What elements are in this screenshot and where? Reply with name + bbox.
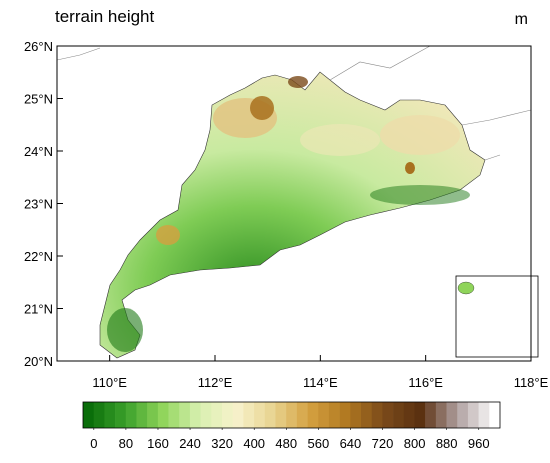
colorbar-box — [115, 402, 127, 428]
x-tick-label: 110°E — [92, 375, 127, 390]
lowland — [107, 308, 143, 352]
colorbar-box — [136, 402, 148, 428]
colorbar-box — [446, 402, 458, 428]
colorbar-box — [307, 402, 319, 428]
colorbar-box — [83, 402, 94, 428]
colorbar-label: 480 — [275, 436, 297, 451]
highland — [288, 76, 308, 88]
lowland — [370, 185, 470, 205]
colorbar-box — [457, 402, 469, 428]
y-tick-label: 24°N — [24, 144, 53, 159]
highland — [156, 225, 180, 245]
colorbar-label: 80 — [119, 436, 133, 451]
colorbar-label: 960 — [468, 436, 490, 451]
colorbar-label: 880 — [436, 436, 458, 451]
colorbar-label: 0 — [90, 436, 97, 451]
colorbar-label: 800 — [404, 436, 426, 451]
colorbar-box — [275, 402, 287, 428]
colorbar-frame — [82, 401, 501, 429]
colorbar-box — [211, 402, 223, 428]
y-tick-label: 22°N — [24, 249, 53, 264]
inset-land — [457, 281, 475, 295]
colorbar-box — [179, 402, 191, 428]
x-tick-label: 112°E — [198, 375, 233, 390]
map-title: terrain height — [55, 7, 155, 26]
colorbar-box — [147, 402, 159, 428]
colorbar-box — [232, 402, 244, 428]
colorbar-box — [264, 402, 276, 428]
colorbar-label: 720 — [372, 436, 394, 451]
colorbar-box — [361, 402, 372, 428]
colorbar-box — [371, 402, 383, 428]
highland — [405, 162, 415, 174]
x-tick-label: 114°E — [303, 375, 338, 390]
colorbar-box — [339, 402, 351, 428]
colorbar-box — [425, 402, 437, 428]
colorbar-box — [393, 402, 405, 428]
colorbar-box — [189, 402, 201, 428]
colorbar-box — [318, 402, 330, 428]
colorbar-box — [125, 402, 137, 428]
border — [56, 45, 532, 161]
y-tick-label: 25°N — [24, 92, 53, 107]
colorbar-box — [254, 402, 266, 428]
colorbar-box — [467, 402, 479, 428]
colorbar-box — [403, 402, 415, 428]
colorbar-label: 560 — [308, 436, 330, 451]
terrain — [99, 71, 486, 359]
colorbar-box — [414, 402, 426, 428]
colorbar-box — [200, 402, 212, 428]
x-tick-label: 118°E — [514, 375, 549, 390]
colorbar-label: 240 — [179, 436, 201, 451]
colorbar-box — [489, 402, 501, 428]
colorbar-box — [350, 402, 362, 428]
colorbar-box — [328, 402, 340, 428]
y-tick-label: 21°N — [24, 302, 53, 317]
y-tick-label: 20°N — [24, 354, 53, 369]
colorbar-label: 640 — [340, 436, 362, 451]
colorbar-label: 400 — [243, 436, 265, 451]
colorbar-box — [168, 402, 180, 428]
colorbar-box — [296, 402, 308, 428]
colorbar-box — [382, 402, 394, 428]
colorbar-box — [478, 402, 490, 428]
colorbar-box — [93, 402, 105, 428]
colorbar: 0 80 160 240 320 400 480 560 640 720 800 880 960 — [82, 401, 501, 451]
highland — [380, 115, 460, 155]
land — [99, 71, 486, 359]
y-tick-label: 23°N — [24, 197, 53, 212]
colorbar-box — [243, 402, 255, 428]
colorbar-box — [286, 402, 298, 428]
colorbar-box — [104, 402, 116, 428]
colorbar-box — [435, 402, 447, 428]
highland — [250, 96, 274, 120]
colorbar-box — [222, 402, 233, 428]
colorbar-box — [157, 402, 169, 428]
x-tick-label: 116°E — [408, 375, 443, 390]
units: m — [515, 11, 528, 28]
highland — [300, 124, 380, 156]
colorbar-label: 160 — [147, 436, 169, 451]
y-tick-label: 26°N — [24, 39, 53, 54]
colorbar-label: 320 — [211, 436, 233, 451]
axes: 110°E 112°E 114°E 116°E 118°E 20°N 21°N 22°N 23°… — [24, 39, 549, 390]
